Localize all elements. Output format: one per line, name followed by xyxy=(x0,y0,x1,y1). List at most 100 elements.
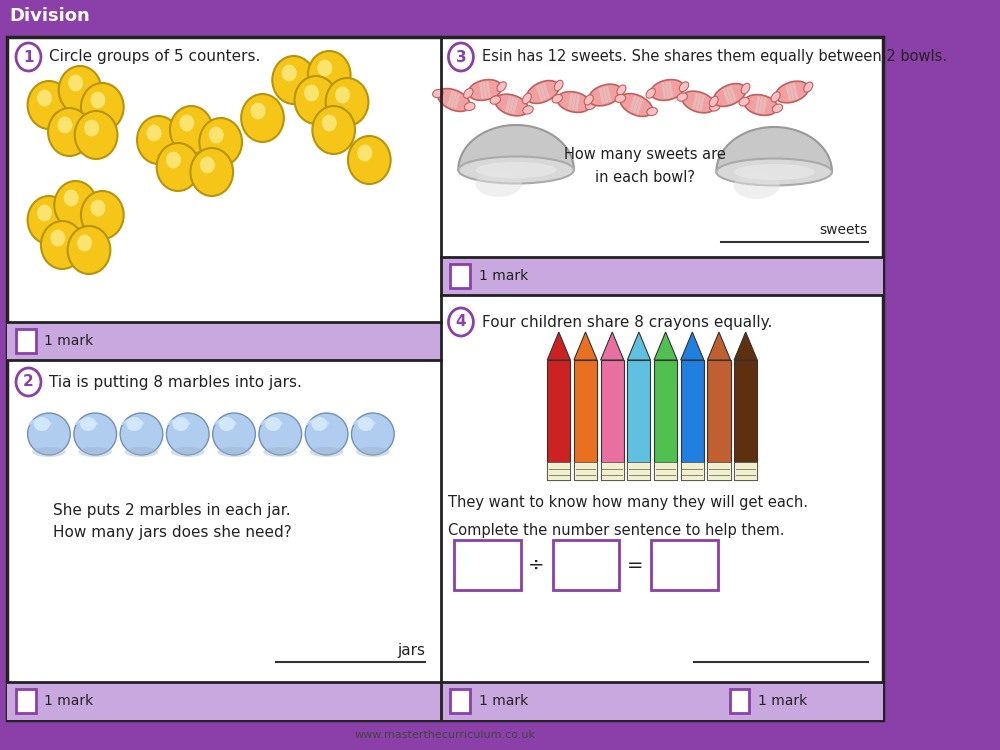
Ellipse shape xyxy=(552,94,562,103)
Bar xyxy=(651,540,718,590)
Circle shape xyxy=(37,89,52,106)
Text: Four children share 8 crayons equally.: Four children share 8 crayons equally. xyxy=(482,314,773,329)
Ellipse shape xyxy=(80,417,96,431)
Ellipse shape xyxy=(716,158,832,185)
Circle shape xyxy=(295,76,337,124)
Ellipse shape xyxy=(682,92,715,112)
Circle shape xyxy=(317,59,332,76)
Ellipse shape xyxy=(74,413,117,455)
Bar xyxy=(7,682,441,720)
Ellipse shape xyxy=(615,94,626,103)
Text: She puts 2 marbles in each jar.: She puts 2 marbles in each jar. xyxy=(53,503,291,518)
Circle shape xyxy=(48,108,91,156)
Circle shape xyxy=(322,115,337,131)
Bar xyxy=(681,462,704,480)
Ellipse shape xyxy=(32,447,66,457)
Bar xyxy=(654,360,677,480)
Ellipse shape xyxy=(647,107,657,116)
Bar xyxy=(627,462,650,480)
Circle shape xyxy=(209,127,224,143)
Ellipse shape xyxy=(490,96,501,104)
Circle shape xyxy=(335,86,350,104)
Text: in each bowl?: in each bowl? xyxy=(595,170,695,184)
Ellipse shape xyxy=(356,447,390,457)
Bar xyxy=(574,462,597,480)
Ellipse shape xyxy=(734,164,815,180)
Bar xyxy=(16,329,36,353)
Text: jars: jars xyxy=(397,643,425,658)
Circle shape xyxy=(37,205,52,221)
Circle shape xyxy=(16,43,41,71)
Ellipse shape xyxy=(464,103,475,110)
Ellipse shape xyxy=(713,83,746,106)
Circle shape xyxy=(68,74,83,92)
Ellipse shape xyxy=(166,413,209,455)
Circle shape xyxy=(312,106,355,154)
Bar xyxy=(7,322,441,360)
Circle shape xyxy=(190,148,233,196)
Ellipse shape xyxy=(527,80,559,104)
Circle shape xyxy=(304,85,319,101)
Ellipse shape xyxy=(739,98,749,106)
Ellipse shape xyxy=(171,447,205,457)
Bar xyxy=(707,360,731,480)
Ellipse shape xyxy=(219,417,235,431)
Polygon shape xyxy=(654,332,677,360)
Text: Esin has 12 sweets. She shares them equally between 2 bowls.: Esin has 12 sweets. She shares them equa… xyxy=(482,50,947,64)
Text: Complete the number sentence to help them.: Complete the number sentence to help the… xyxy=(448,523,785,538)
Text: sweets: sweets xyxy=(819,223,868,237)
Ellipse shape xyxy=(710,103,720,111)
Text: 1 mark: 1 mark xyxy=(44,694,94,708)
Text: 3: 3 xyxy=(456,50,466,64)
Bar xyxy=(553,540,619,590)
Ellipse shape xyxy=(433,89,443,98)
Circle shape xyxy=(57,116,72,134)
Bar xyxy=(547,462,570,480)
Text: Circle groups of 5 counters.: Circle groups of 5 counters. xyxy=(49,50,260,64)
Circle shape xyxy=(282,64,297,82)
Ellipse shape xyxy=(34,417,50,431)
Ellipse shape xyxy=(28,413,70,455)
Ellipse shape xyxy=(772,104,783,112)
Ellipse shape xyxy=(125,447,158,457)
Bar xyxy=(681,360,704,480)
Circle shape xyxy=(84,119,99,136)
Ellipse shape xyxy=(476,170,522,197)
Text: 1 mark: 1 mark xyxy=(479,269,528,283)
Ellipse shape xyxy=(709,96,718,106)
Ellipse shape xyxy=(351,413,394,455)
Ellipse shape xyxy=(744,94,778,116)
Ellipse shape xyxy=(458,157,574,184)
Text: ÷: ÷ xyxy=(528,556,545,574)
Ellipse shape xyxy=(464,88,473,98)
Ellipse shape xyxy=(523,93,531,104)
Circle shape xyxy=(157,143,199,191)
Text: 2: 2 xyxy=(23,374,34,389)
Circle shape xyxy=(448,308,473,336)
Circle shape xyxy=(241,94,284,142)
Circle shape xyxy=(179,115,194,131)
Ellipse shape xyxy=(584,94,593,105)
Ellipse shape xyxy=(771,92,780,102)
Circle shape xyxy=(75,111,117,159)
Ellipse shape xyxy=(554,80,563,91)
Ellipse shape xyxy=(651,80,684,100)
Circle shape xyxy=(272,56,315,104)
Ellipse shape xyxy=(311,417,327,431)
Circle shape xyxy=(348,136,391,184)
Text: =: = xyxy=(627,556,644,574)
Ellipse shape xyxy=(265,417,281,431)
Ellipse shape xyxy=(213,413,255,455)
Polygon shape xyxy=(734,332,757,360)
Ellipse shape xyxy=(259,413,302,455)
Ellipse shape xyxy=(126,417,142,431)
Ellipse shape xyxy=(305,413,348,455)
Ellipse shape xyxy=(557,92,591,112)
Text: 1 mark: 1 mark xyxy=(479,694,528,708)
Ellipse shape xyxy=(679,82,689,92)
Polygon shape xyxy=(707,332,731,360)
Ellipse shape xyxy=(217,447,251,457)
Circle shape xyxy=(166,152,181,169)
Circle shape xyxy=(90,92,105,109)
Bar xyxy=(734,462,757,480)
